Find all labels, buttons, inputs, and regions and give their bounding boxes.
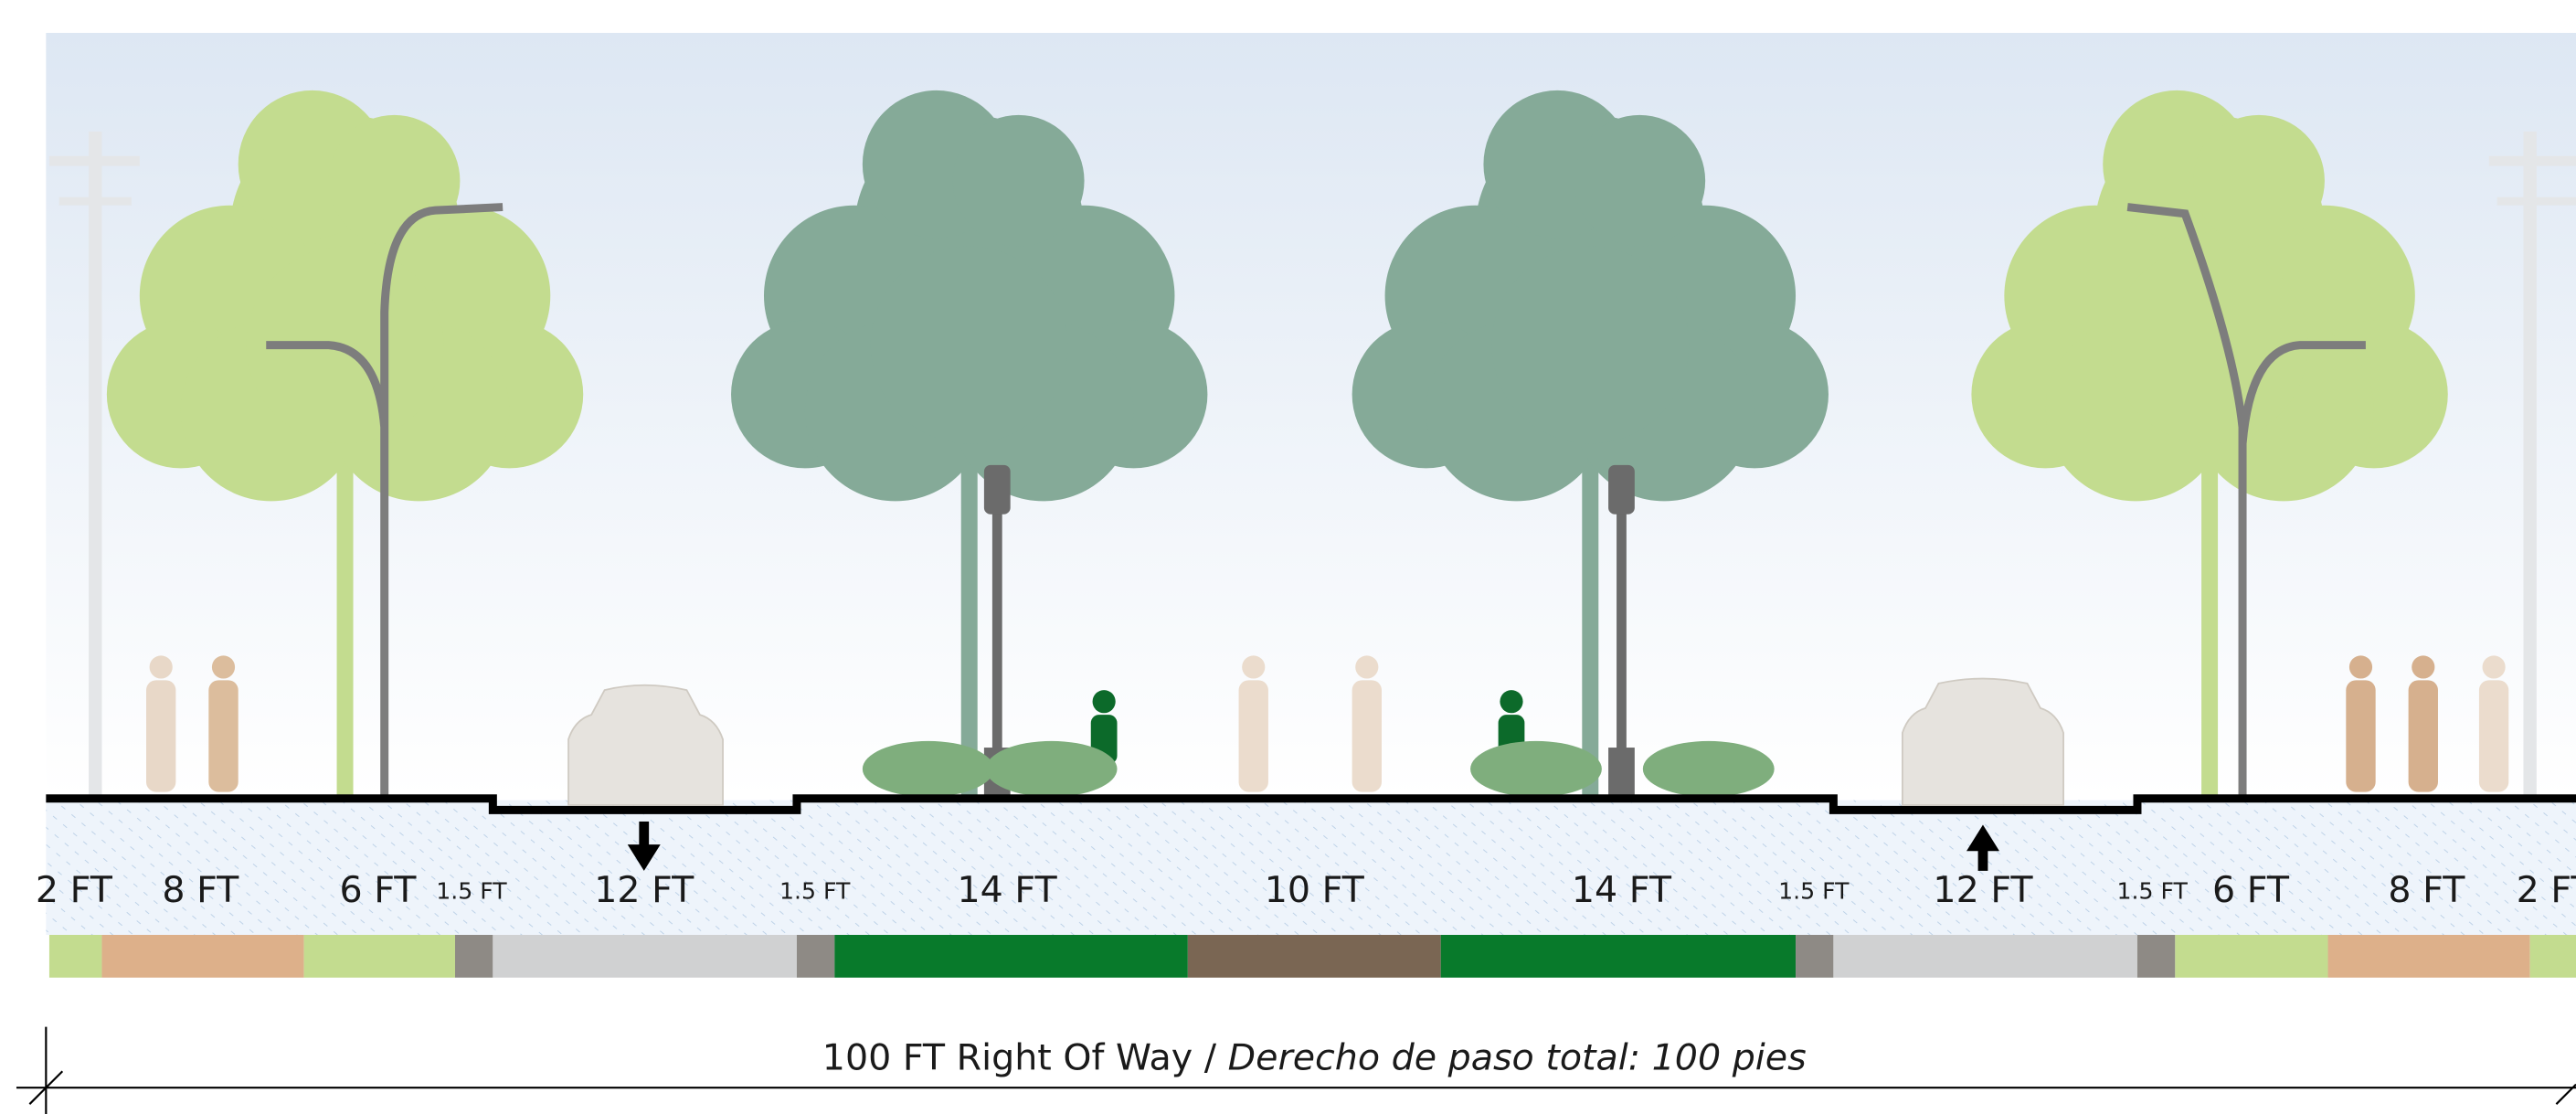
tree-crown — [1574, 115, 1705, 247]
segment-strip — [1441, 935, 1796, 978]
segment-label: 14 FT — [1572, 869, 1672, 911]
person-head — [2412, 655, 2434, 678]
person-body — [1352, 680, 1382, 791]
segment-strip — [304, 935, 455, 978]
person-head — [150, 655, 173, 678]
lamp-base — [1608, 748, 1635, 797]
segment-strip — [1833, 935, 2137, 978]
segment-strip — [493, 935, 797, 978]
person-head — [1355, 655, 1378, 678]
shrub — [863, 741, 994, 797]
person-head — [2349, 655, 2372, 678]
tree-trunk — [1582, 460, 1598, 797]
shrub — [986, 741, 1118, 797]
segment-strip — [49, 935, 102, 978]
segment-label: 8 FT — [162, 869, 239, 911]
footer-spanish: Derecho de paso total: 100 pies — [1228, 1036, 1807, 1078]
tree-crown — [2193, 115, 2325, 247]
segment-label: 12 FT — [1933, 869, 2033, 911]
segment-strip — [797, 935, 834, 978]
segment-label: 1.5 FT — [436, 877, 507, 904]
lamp-head — [1608, 465, 1635, 515]
footer-separator: / — [1204, 1036, 1217, 1078]
tree-crown — [1491, 247, 1689, 444]
segment-strip — [2328, 935, 2530, 978]
tree-trunk — [337, 460, 354, 797]
shrub — [1470, 741, 1602, 797]
person-head — [2483, 655, 2506, 678]
segment-label: 2 FT — [36, 869, 113, 911]
person-head — [1093, 690, 1116, 713]
footer-title: 100 FT Right Of Way / Derecho de paso to… — [822, 1036, 1807, 1078]
tree-crown — [871, 247, 1068, 444]
person-body — [208, 680, 238, 791]
segment-strip — [834, 935, 1188, 978]
segment-label: 1.5 FT — [779, 877, 851, 904]
segment-strip — [1188, 935, 1441, 978]
segment-label: 1.5 FT — [2116, 877, 2188, 904]
lamp-head — [984, 465, 1011, 515]
segment-strip — [2137, 935, 2175, 978]
tree-crown — [329, 115, 461, 247]
person-head — [1500, 690, 1522, 713]
tree-trunk — [2201, 460, 2218, 797]
segment-label: 2 FT — [2517, 869, 2576, 911]
tree-crown — [953, 115, 1085, 247]
person-body — [146, 680, 175, 791]
segment-label: 8 FT — [2388, 869, 2465, 911]
segment-label: 1.5 FT — [1778, 877, 1850, 904]
segment-strip — [2175, 935, 2327, 978]
shrub — [1643, 741, 1775, 797]
segment-label: 6 FT — [2212, 869, 2290, 911]
page: 2 FT 8 FT 6 FT 1.5 FT 12 FT 1.5 FT 14 FT 10 FT 1… — [0, 0, 2576, 1114]
segment-label: 10 FT — [1265, 869, 1365, 911]
segment-strip — [1796, 935, 1833, 978]
person-head — [1242, 655, 1265, 678]
segment-strip — [101, 935, 303, 978]
segment-strip — [455, 935, 493, 978]
person-head — [212, 655, 235, 678]
person-body — [2346, 680, 2375, 791]
segment-label: 6 FT — [340, 869, 418, 911]
segment-label: 14 FT — [958, 869, 1058, 911]
person-body — [2409, 680, 2438, 791]
segment-label: 12 FT — [594, 869, 694, 911]
segment-strip — [2530, 935, 2576, 978]
footer-english: 100 FT Right Of Way — [822, 1036, 1193, 1078]
person-body — [2479, 680, 2508, 791]
street-section: 2 FT 8 FT 6 FT 1.5 FT 12 FT 1.5 FT 14 FT 10 FT 1… — [0, 0, 2576, 1114]
person-body — [1239, 680, 1268, 791]
ground — [46, 801, 2576, 935]
